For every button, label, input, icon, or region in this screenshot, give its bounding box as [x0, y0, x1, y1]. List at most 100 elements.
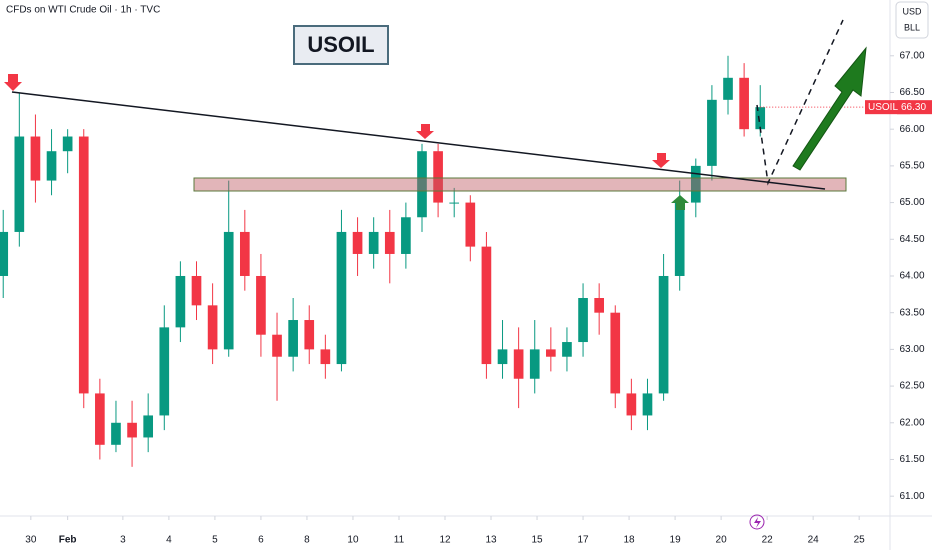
y-tick-label: 64.00 [899, 271, 924, 282]
currency-box [895, 1, 929, 39]
candle-body [642, 393, 653, 416]
x-tick-label: 5 [212, 535, 218, 546]
currency: USD [902, 6, 922, 16]
x-tick-label: 17 [577, 535, 589, 546]
candle-body [352, 231, 363, 254]
buy-arrow [671, 195, 689, 210]
x-tick-label: 25 [854, 535, 866, 546]
x-tick-label: 10 [347, 535, 359, 546]
candle-body [30, 136, 41, 181]
x-tick-label: 30 [25, 535, 37, 546]
candle-body [739, 77, 749, 130]
symbol-label: USOIL [307, 32, 374, 57]
y-tick-label: 64.50 [899, 234, 924, 245]
y-tick-label: 65.50 [899, 161, 924, 172]
candle-body [449, 202, 460, 204]
events-bolt [754, 517, 761, 528]
candle-body [78, 136, 89, 394]
candle-body [143, 415, 154, 438]
sell-arrow [4, 74, 22, 91]
y-tick-label: 65.00 [899, 197, 924, 208]
sell-arrow [652, 153, 670, 168]
x-tick-label: 20 [716, 535, 728, 546]
sell-arrow [416, 124, 434, 139]
y-tick-label: 66.00 [899, 124, 924, 135]
symbol-box [293, 25, 389, 65]
x-tick-label: 3 [120, 535, 126, 546]
unit: BLL [904, 22, 920, 32]
projection-path [756, 19, 844, 186]
support-zone [193, 177, 847, 192]
y-tick-label: 63.50 [899, 307, 924, 318]
x-tick-label: Feb [59, 535, 77, 546]
x-tick-label: 22 [762, 535, 774, 546]
x-tick-label: 12 [439, 535, 451, 546]
x-tick-label: 18 [624, 535, 636, 546]
chart-title: CFDs on WTI Crude Oil · 1h · TVC [6, 5, 160, 16]
x-tick-label: 8 [304, 535, 310, 546]
x-tick-label: 19 [670, 535, 682, 546]
candle-body [417, 151, 427, 218]
x-tick-label: 4 [166, 535, 172, 546]
candle-body [497, 349, 508, 365]
candle-body [674, 202, 685, 276]
candle-body [111, 422, 121, 445]
candle-body [175, 275, 186, 328]
candle-body [95, 393, 105, 445]
x-tick-label: 6 [258, 535, 264, 546]
candle-body [159, 327, 170, 416]
candle-body [0, 231, 9, 276]
candle-body [578, 298, 588, 343]
candle-body [336, 231, 347, 365]
candle-body [14, 136, 25, 232]
candle-body [610, 312, 621, 394]
last-price-symbol: USOIL [868, 102, 898, 113]
candle-body [513, 349, 524, 379]
candle-body [755, 107, 766, 130]
candle-body [401, 217, 411, 254]
y-tick-label: 62.50 [899, 381, 924, 392]
candle-body [368, 231, 379, 254]
price-tag [897, 100, 932, 115]
candle-body [288, 320, 298, 357]
y-tick-label: 63.00 [899, 344, 924, 355]
candle-body [658, 275, 669, 394]
candle-body [433, 151, 443, 203]
candle-body [304, 320, 315, 350]
candle-body [320, 349, 331, 365]
candle-body [191, 275, 202, 306]
y-tick-label: 66.50 [899, 87, 924, 98]
x-tick-label: 15 [531, 535, 543, 546]
candle-body [239, 231, 250, 276]
last-price-tag: USOIL 66.30 [865, 100, 932, 115]
candle-body [384, 231, 395, 254]
candle-body [127, 422, 137, 438]
candle-body [562, 342, 572, 357]
candle-body [223, 231, 234, 350]
x-tick-label: 24 [808, 535, 820, 546]
candle-body [707, 99, 717, 166]
plot-area [0, 55, 890, 467]
candle-body [626, 393, 637, 416]
candle-body [207, 305, 218, 350]
candle-body [690, 165, 701, 203]
x-tick-label: 11 [394, 535, 405, 546]
candle-body [529, 349, 540, 379]
events-icon[interactable] [749, 514, 765, 530]
candle-body [481, 246, 492, 365]
candle-body [256, 275, 266, 335]
y-tick-label: 67.00 [899, 50, 924, 61]
last-price: 66.30 [901, 102, 926, 113]
y-tick-label: 61.50 [899, 454, 924, 465]
x-tick-label: 13 [485, 535, 497, 546]
trend-line [11, 91, 826, 190]
y-tick-label: 62.00 [899, 417, 924, 428]
projection-arrow [792, 46, 867, 171]
candle-body [546, 349, 556, 357]
y-tick-label: 61.00 [899, 491, 924, 502]
candle-body [465, 202, 476, 247]
candle-body [272, 334, 282, 357]
